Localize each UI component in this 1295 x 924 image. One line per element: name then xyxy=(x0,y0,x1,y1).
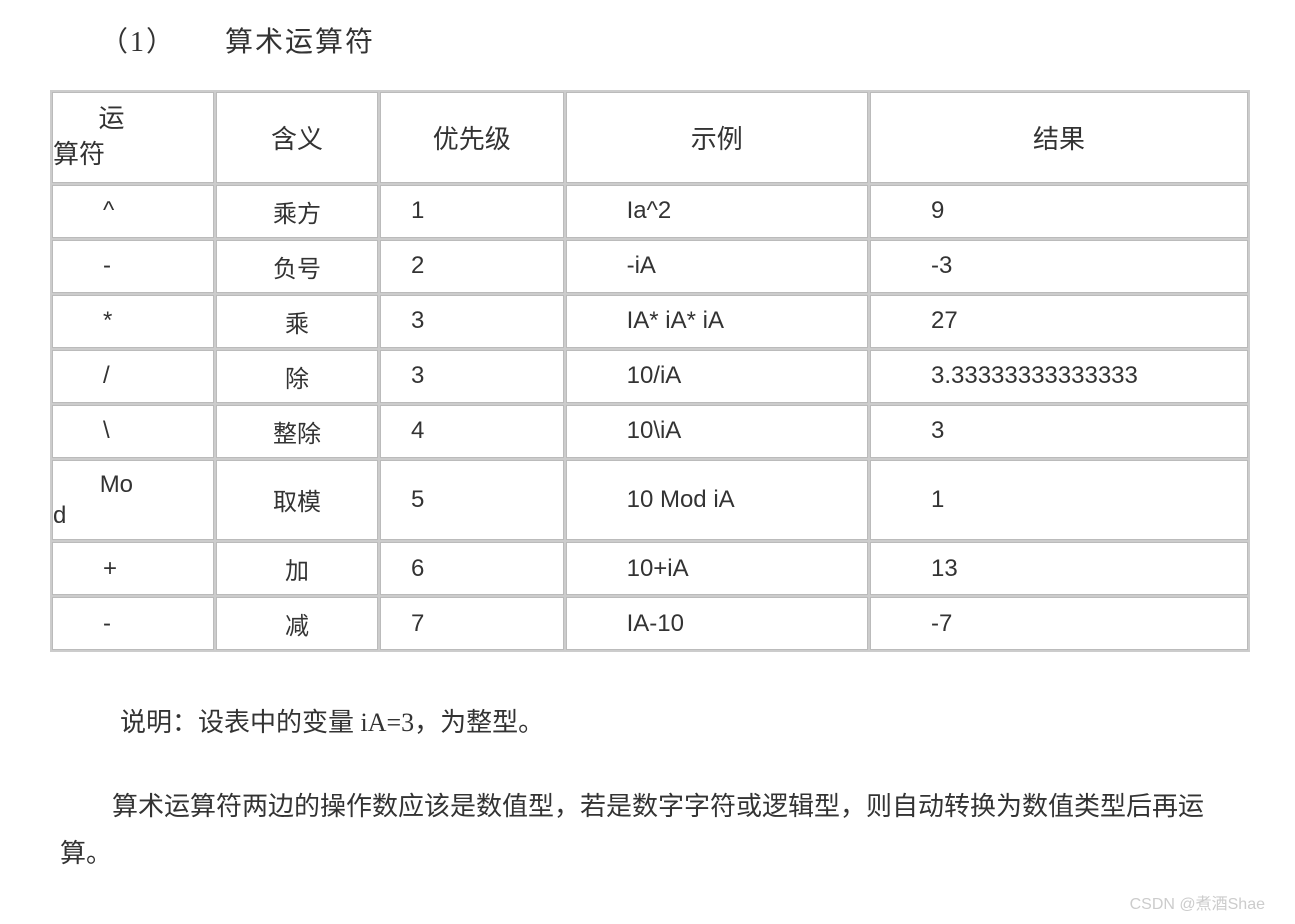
watermark-text: CSDN @煮酒Shae xyxy=(1130,890,1265,914)
cell-example: 10+iA xyxy=(566,542,868,595)
cell-operator: \ xyxy=(52,405,214,458)
cell-meaning: 加 xyxy=(216,542,378,595)
table-row: ^ 乘方 1 Ia^2 9 xyxy=(52,185,1248,238)
cell-operator: / xyxy=(52,350,214,403)
cell-priority: 2 xyxy=(380,240,564,293)
cell-meaning: 除 xyxy=(216,350,378,403)
cell-priority: 1 xyxy=(380,185,564,238)
cell-meaning: 乘方 xyxy=(216,185,378,238)
cell-example: IA* iA* iA xyxy=(566,295,868,348)
cell-example: 10\iA xyxy=(566,405,868,458)
header-result: 结果 xyxy=(870,92,1248,183)
table-row: - 负号 2 -iA -3 xyxy=(52,240,1248,293)
cell-result: 3.33333333333333 xyxy=(870,350,1248,403)
table-row: * 乘 3 IA* iA* iA 27 xyxy=(52,295,1248,348)
table-row: Mod 取模 5 10 Mod iA 1 xyxy=(52,460,1248,540)
cell-operator: + xyxy=(52,542,214,595)
cell-example: 10/iA xyxy=(566,350,868,403)
cell-operator: * xyxy=(52,295,214,348)
cell-result: 1 xyxy=(870,460,1248,540)
cell-result: -7 xyxy=(870,597,1248,650)
table-row: + 加 6 10+iA 13 xyxy=(52,542,1248,595)
cell-priority: 6 xyxy=(380,542,564,595)
cell-result: 9 xyxy=(870,185,1248,238)
cell-priority: 3 xyxy=(380,350,564,403)
cell-operator: - xyxy=(52,240,214,293)
cell-operator: ^ xyxy=(52,185,214,238)
cell-example: IA-10 xyxy=(566,597,868,650)
table-row: - 减 7 IA-10 -7 xyxy=(52,597,1248,650)
table-body: ^ 乘方 1 Ia^2 9 - 负号 2 -iA -3 * 乘 3 IA* iA… xyxy=(52,185,1248,650)
note-text: 说明：设表中的变量 iA=3，为整型。 xyxy=(40,702,1255,744)
cell-meaning: 整除 xyxy=(216,405,378,458)
section-heading: （1） 算术运算符 xyxy=(40,20,1255,60)
header-meaning: 含义 xyxy=(216,92,378,183)
header-priority: 优先级 xyxy=(380,92,564,183)
cell-priority: 3 xyxy=(380,295,564,348)
cell-priority: 5 xyxy=(380,460,564,540)
cell-meaning: 负号 xyxy=(216,240,378,293)
table-row: \ 整除 4 10\iA 3 xyxy=(52,405,1248,458)
table-header-row: 运算符 含义 优先级 示例 结果 xyxy=(52,92,1248,183)
cell-example: -iA xyxy=(566,240,868,293)
description-text: 算术运算符两边的操作数应该是数值型，若是数字字符或逻辑型，则自动转换为数值类型后… xyxy=(40,784,1255,878)
heading-title: 算术运算符 xyxy=(225,27,375,58)
table-row: / 除 3 10/iA 3.33333333333333 xyxy=(52,350,1248,403)
operator-table: 运算符 含义 优先级 示例 结果 ^ 乘方 1 Ia^2 9 - 负号 2 -i… xyxy=(50,90,1250,652)
header-example: 示例 xyxy=(566,92,868,183)
cell-operator: - xyxy=(52,597,214,650)
cell-result: 3 xyxy=(870,405,1248,458)
cell-result: 27 xyxy=(870,295,1248,348)
cell-result: -3 xyxy=(870,240,1248,293)
cell-priority: 4 xyxy=(380,405,564,458)
cell-meaning: 取模 xyxy=(216,460,378,540)
cell-meaning: 减 xyxy=(216,597,378,650)
cell-example: Ia^2 xyxy=(566,185,868,238)
cell-operator: Mod xyxy=(52,460,214,540)
cell-meaning: 乘 xyxy=(216,295,378,348)
header-operator: 运算符 xyxy=(52,92,214,183)
cell-example: 10 Mod iA xyxy=(566,460,868,540)
heading-number: （1） xyxy=(100,27,176,58)
cell-priority: 7 xyxy=(380,597,564,650)
cell-result: 13 xyxy=(870,542,1248,595)
